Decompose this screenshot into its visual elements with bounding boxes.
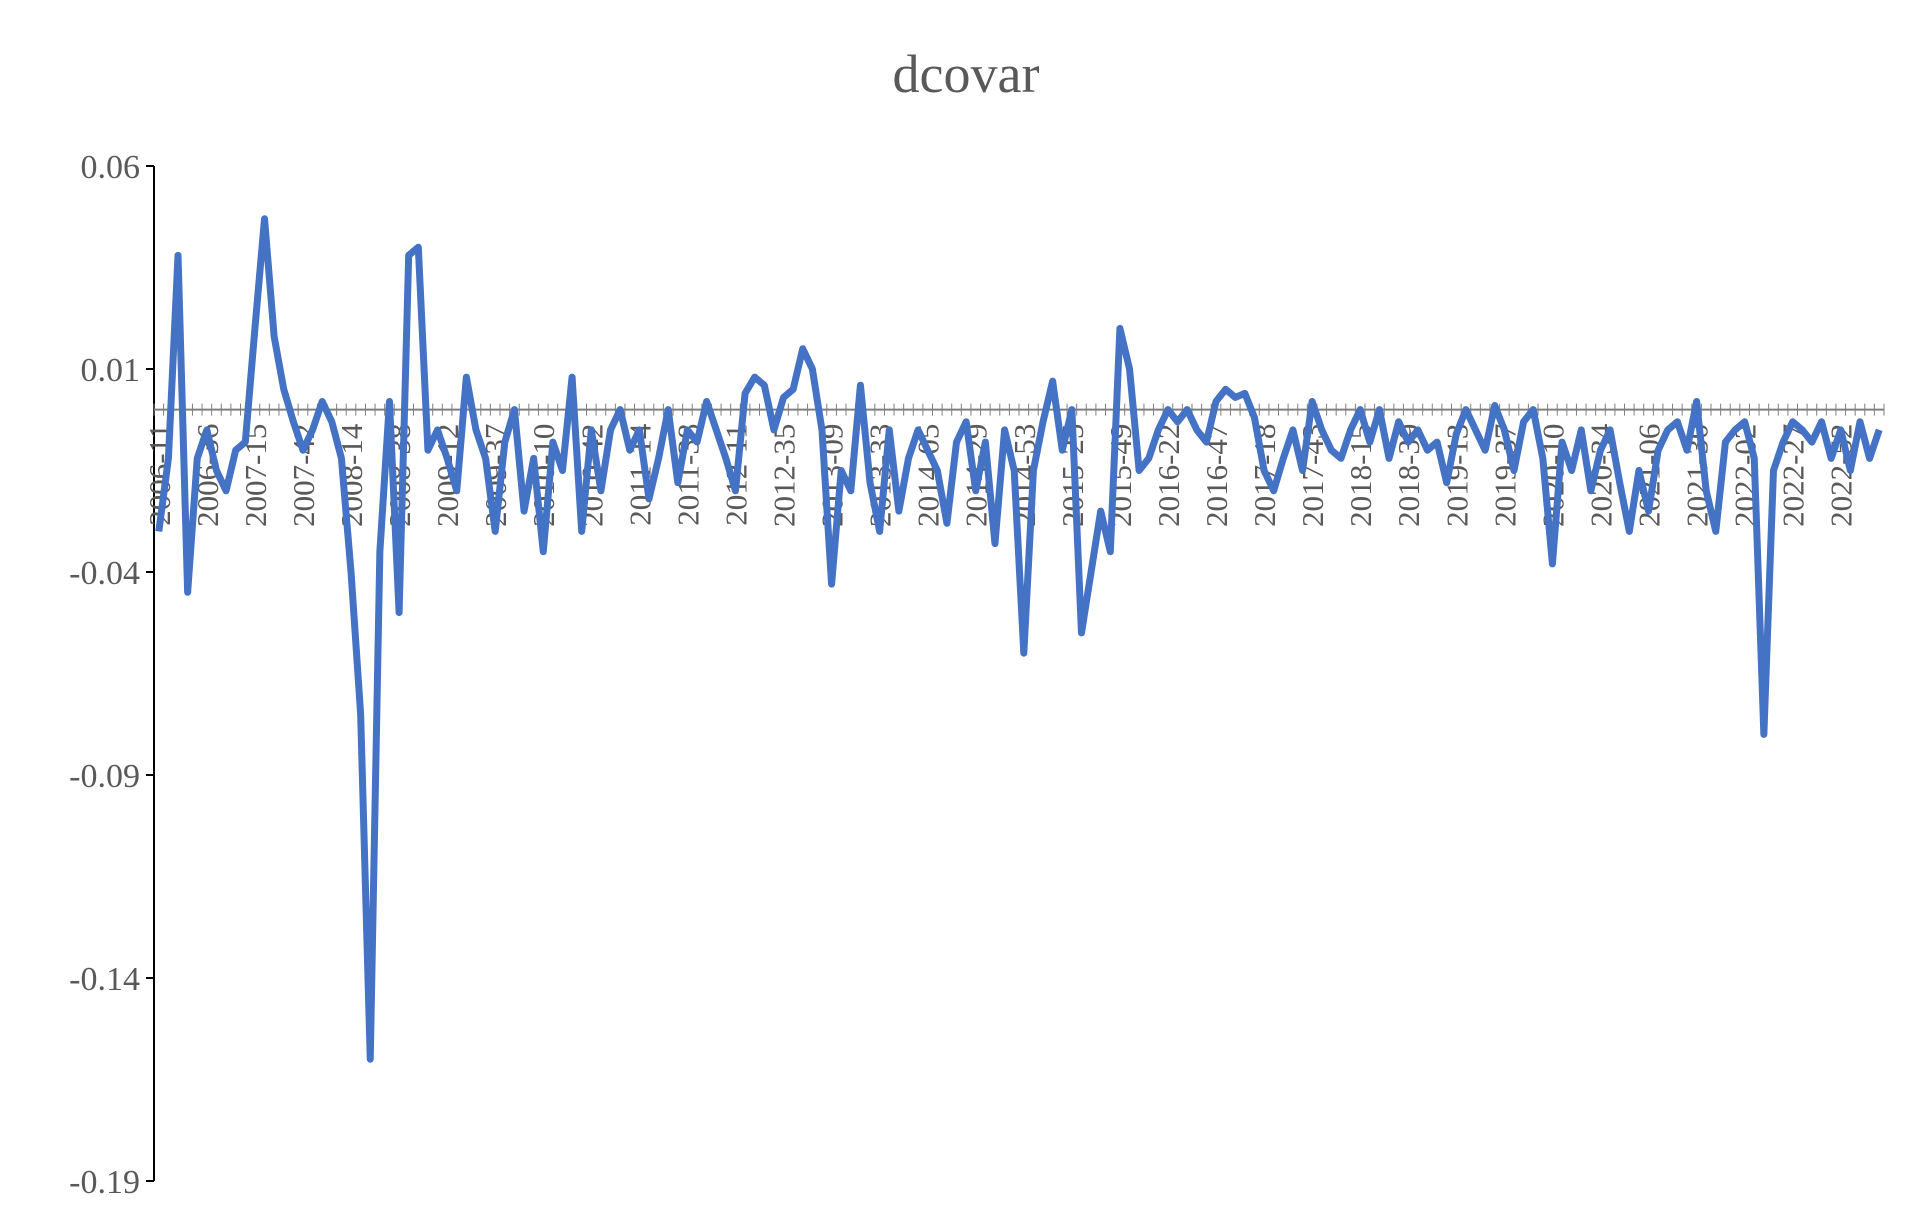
data-line bbox=[155, 215, 1883, 1063]
y-tick-label: 0.01 bbox=[81, 352, 141, 389]
y-tick-label: -0.19 bbox=[69, 1164, 140, 1201]
y-tick-label: 0.06 bbox=[81, 149, 141, 186]
x-tick-label: 2007-42 bbox=[286, 424, 321, 527]
x-tick-label: 2012-35 bbox=[767, 424, 802, 527]
y-tick-label: -0.04 bbox=[69, 555, 140, 592]
y-tick-label: -0.09 bbox=[69, 758, 140, 795]
y-tick-label: -0.14 bbox=[69, 961, 140, 998]
chart-title: dcovar bbox=[893, 44, 1040, 104]
